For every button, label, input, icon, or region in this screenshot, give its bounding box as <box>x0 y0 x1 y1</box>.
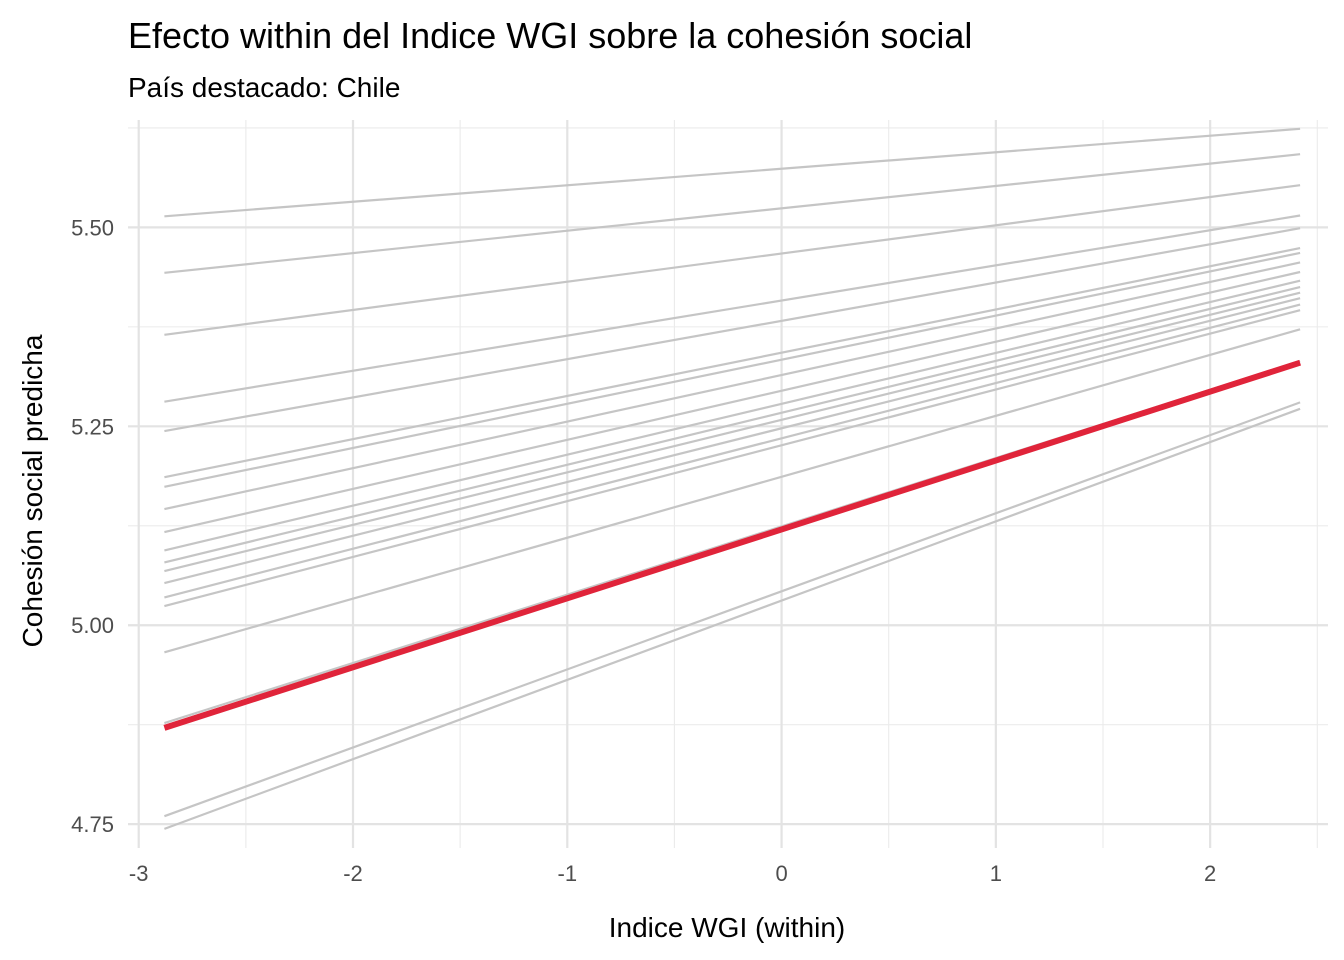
series-line-11 <box>164 286 1301 564</box>
chart-subtitle: País destacado: Chile <box>128 72 400 103</box>
series-line-10 <box>164 279 1301 552</box>
grid-major <box>128 120 1328 848</box>
series-line-3 <box>164 184 1301 336</box>
x-tick-label: 1 <box>990 861 1002 886</box>
y-axis-ticks: 4.75 5.00 5.25 5.50 <box>71 215 114 837</box>
series-line-4 <box>164 214 1301 403</box>
series-line-16 <box>164 328 1301 654</box>
x-axis-ticks: -3 -2 -1 0 1 2 <box>129 861 1216 886</box>
y-tick-label: 4.75 <box>71 812 114 837</box>
series-line-13 <box>164 297 1301 585</box>
series-line-5 <box>164 227 1301 433</box>
y-tick-label: 5.00 <box>71 613 114 638</box>
series-line-19 <box>164 407 1301 830</box>
plot-panel <box>128 120 1328 848</box>
series-line-2 <box>164 153 1301 274</box>
grid-minor <box>128 120 1328 848</box>
series-line-15 <box>164 309 1301 608</box>
chart-title: Efecto within del Indice WGI sobre la co… <box>128 15 972 56</box>
series-line-8 <box>164 261 1301 511</box>
series-line-14 <box>164 303 1301 599</box>
x-tick-label: 0 <box>775 861 787 886</box>
series-line-12 <box>164 291 1301 573</box>
y-tick-label: 5.25 <box>71 414 114 439</box>
series-lines <box>163 127 1302 830</box>
x-axis-label: Indice WGI (within) <box>609 912 846 943</box>
x-tick-label: -2 <box>343 861 363 886</box>
x-tick-label: -3 <box>129 861 149 886</box>
series-line-1 <box>164 127 1301 218</box>
series-line-highlighted <box>163 359 1302 731</box>
x-tick-label: -1 <box>558 861 578 886</box>
series-line-7 <box>164 251 1301 488</box>
y-tick-label: 5.50 <box>71 215 114 240</box>
y-axis-label: Cohesión social predicha <box>17 334 48 647</box>
series-line-18 <box>164 401 1301 818</box>
series-line-9 <box>164 270 1301 534</box>
x-tick-label: 2 <box>1204 861 1216 886</box>
series-line-6 <box>164 247 1301 479</box>
